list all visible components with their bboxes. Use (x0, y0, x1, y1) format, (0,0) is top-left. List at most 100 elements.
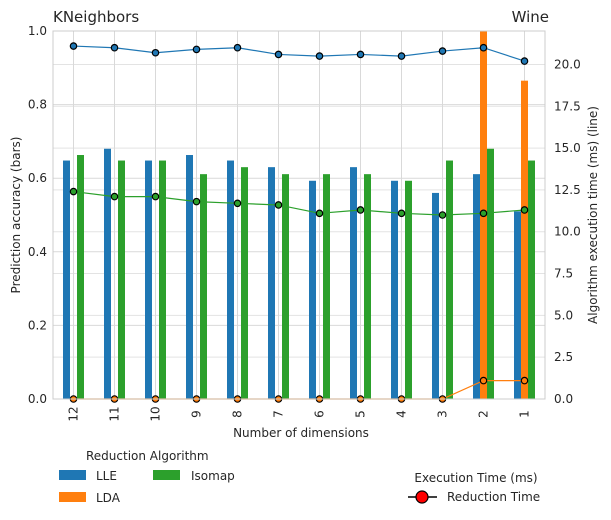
x-tick-label: 10 (149, 406, 163, 421)
x-tick-label: 5 (354, 410, 368, 418)
time-line-lle (73, 45, 525, 62)
legend-swatch-lda (59, 492, 86, 502)
legend-label-lda: LDA (96, 491, 121, 505)
y2-tick-label: 2.5 (554, 350, 573, 364)
x-axis-label: Number of dimensions (233, 426, 369, 440)
time-point-isomap (233, 199, 242, 208)
time-point-lle (274, 50, 283, 59)
time-point-isomap (315, 209, 324, 218)
bar-isomap (159, 160, 166, 399)
y-axis-label: Prediction accuracy (bars) (9, 137, 23, 294)
y2-axis-label: Algorithm execution time (ms) (line) (586, 106, 600, 324)
y-tick-label: 0.0 (28, 392, 47, 406)
bar-lle (104, 148, 111, 399)
legend-swatch-isomap (153, 470, 180, 480)
legend-label-lle: LLE (96, 469, 117, 483)
y2-tick-label: 7.5 (554, 267, 573, 281)
time-point-isomap (479, 209, 488, 218)
bar-lle (63, 160, 70, 399)
y-tick-label: 1.0 (28, 24, 47, 38)
bar-lle (473, 174, 480, 399)
bar-lle (186, 155, 193, 399)
x-tick-label: 9 (190, 410, 204, 418)
y2-tick-label: 5.0 (554, 308, 573, 322)
bar-lle (309, 180, 316, 399)
time-point-lle (110, 43, 119, 52)
time-line-lda (73, 380, 525, 400)
time-point-isomap (151, 192, 160, 201)
time-point-isomap (110, 192, 119, 201)
bar-lle (391, 180, 398, 399)
time-point-isomap (356, 206, 365, 214)
y2-tick-label: 15.0 (554, 141, 581, 155)
time-point-isomap (274, 201, 283, 209)
bar-lle (350, 167, 357, 399)
x-tick-label: 12 (67, 406, 81, 421)
legend-algorithms-title: Reduction Algorithm (86, 449, 209, 463)
bar-isomap (528, 160, 535, 399)
legend-time-title: Execution Time (ms) (414, 471, 537, 485)
grid (53, 30, 545, 400)
bars (63, 31, 535, 400)
x-tick-label: 3 (436, 410, 450, 418)
bar-lle (145, 160, 152, 399)
time-point-isomap (520, 206, 529, 214)
bar-isomap (118, 160, 125, 399)
time-point-isomap (397, 209, 406, 218)
time-lines (69, 42, 529, 403)
y2-tick-label: 20.0 (554, 57, 581, 71)
time-point-lle (520, 57, 529, 65)
bar-isomap (77, 155, 84, 399)
bar-isomap (364, 174, 371, 399)
time-point-lle (233, 43, 242, 52)
y-axis-ticks: 0.0 0.2 0.4 0.6 0.8 1.0 (28, 24, 47, 406)
x-tick-label: 6 (313, 410, 327, 418)
time-point-lle (151, 48, 160, 57)
y2-tick-label: 0.0 (554, 392, 573, 406)
bar-isomap (405, 180, 412, 399)
x-tick-label: 4 (395, 410, 409, 418)
y2-axis-ticks: 0.0 2.5 5.0 7.5 10.0 12.5 15.0 17.5 20.0 (554, 57, 581, 406)
y2-tick-label: 10.0 (554, 225, 581, 239)
time-point-lle (397, 52, 406, 60)
bar-isomap (200, 174, 207, 399)
y-tick-label: 0.6 (28, 171, 47, 185)
time-point-lle (479, 43, 488, 52)
time-point-isomap (438, 211, 447, 219)
x-tick-label: 2 (477, 410, 491, 418)
bar-isomap (282, 174, 289, 399)
y2-tick-label: 12.5 (554, 183, 581, 197)
plot-frame (52, 30, 546, 400)
bar-lle (432, 192, 439, 399)
legend-time: Execution Time (ms) Reduction Time (408, 471, 540, 504)
x-tick-label: 7 (272, 410, 286, 418)
bar-isomap (487, 148, 494, 399)
legend-time-label: Reduction Time (447, 490, 540, 504)
legend-swatch-lle (59, 470, 86, 480)
bar-lle (268, 167, 275, 399)
y-tick-label: 0.4 (28, 245, 47, 259)
legend-label-isomap: Isomap (191, 469, 235, 483)
bar-isomap (241, 167, 248, 399)
bar-isomap (446, 160, 453, 399)
x-tick-label: 1 (518, 410, 532, 418)
time-point-lle (192, 45, 201, 54)
bar-lle (514, 211, 521, 399)
x-tick-label: 8 (231, 410, 245, 418)
time-point-lle (69, 42, 78, 50)
x-tick-label: 11 (108, 406, 122, 421)
chart-title-left: KNeighbors (53, 8, 139, 26)
y-tick-label: 0.8 (28, 98, 47, 112)
time-point-isomap (192, 197, 201, 206)
time-point-lle (315, 52, 324, 60)
bar-lda (521, 80, 528, 400)
x-axis-ticks: 12 11 10 9 8 7 6 5 4 3 2 1 (67, 406, 532, 421)
y2-tick-label: 17.5 (554, 99, 581, 113)
time-point-lle (438, 47, 447, 55)
legend-time-marker (415, 490, 429, 504)
time-point-lda (479, 376, 488, 385)
y-tick-label: 0.2 (28, 318, 47, 332)
time-point-lle (356, 50, 365, 59)
chart-title-right: Wine (512, 8, 549, 26)
